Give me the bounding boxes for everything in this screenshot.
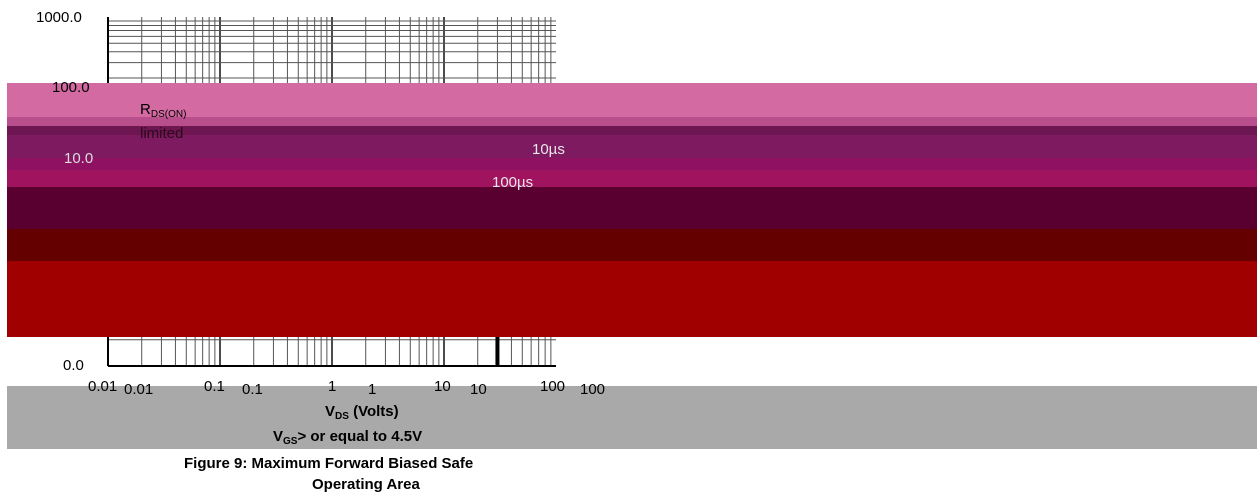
y-tick-label-100: 100.0 (52, 79, 90, 96)
x-tick-label-0.1: 0.1 (204, 378, 225, 395)
overlay-band-gray (7, 386, 1257, 449)
x-tick-label-0.01-ghost: 0.01 (124, 381, 154, 398)
x-tick-label-100-ghost: 100 (580, 381, 606, 398)
rds-on-limited-label: RDS(ON) (140, 101, 187, 120)
overlay-band-rose (7, 117, 1257, 126)
pulse-100us-label: 100µs (492, 174, 534, 191)
overlay-band-crimson (7, 170, 1257, 187)
figure-caption-line2: Operating Area (312, 476, 420, 493)
x-tick-label-10: 10 (434, 378, 451, 395)
overlay-band-plum (7, 126, 1257, 135)
rds-on-limited-line2: limited (140, 125, 184, 142)
x-tick-label-0.01: 0.01 (88, 378, 118, 395)
gate-condition-label: VGS> or equal to 4.5V (273, 428, 423, 447)
overlay-band-wine (7, 187, 1257, 229)
x-tick-label-1-ghost: 1 (368, 381, 377, 398)
y-tick-label-10: 10.0 (64, 150, 94, 167)
overlay-band-berry (7, 158, 1257, 170)
figure-caption-line1: Figure 9: Maximum Forward Biased Safe (184, 455, 474, 472)
x-tick-label-0.1-ghost: 0.1 (242, 381, 263, 398)
pulse-10us-label: 10µs (532, 141, 565, 158)
y-tick-label-0: 0.0 (63, 357, 84, 374)
x-tick-label-10-ghost: 10 (470, 381, 487, 398)
x-tick-label-100: 100 (540, 378, 566, 395)
y-tick-label-1000: 1000.0 (36, 9, 82, 26)
overlay-band-red (7, 261, 1257, 337)
overlay-band-pink (7, 83, 1257, 117)
x-tick-label-1: 1 (328, 378, 337, 395)
x-axis-title: VDS (Volts) (325, 403, 399, 422)
overlay-band-maroon (7, 229, 1257, 261)
overlay-band-magenta (7, 135, 1257, 158)
